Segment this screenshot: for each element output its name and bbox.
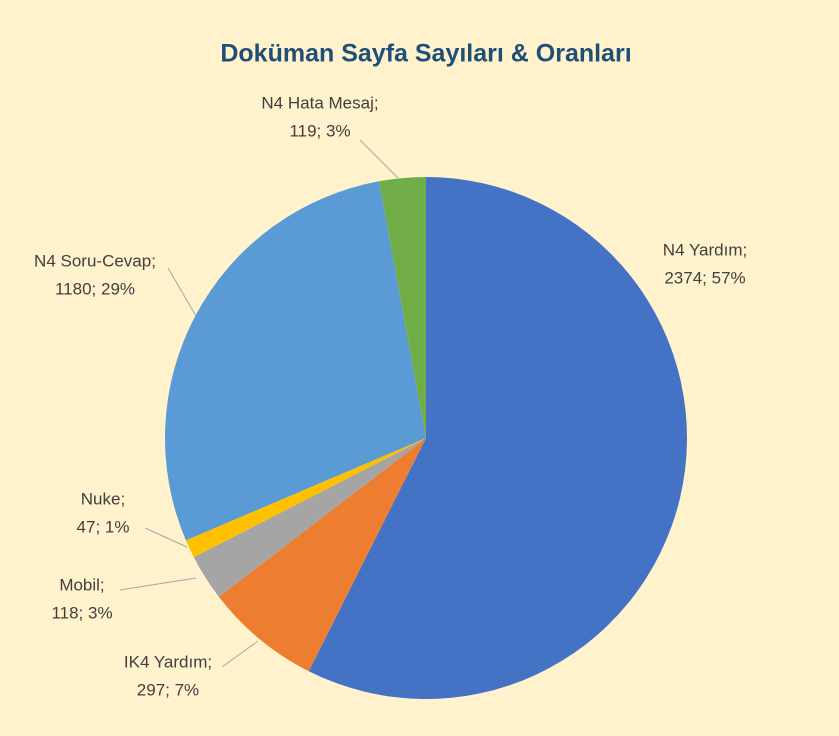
slice-label: N4 Soru-Cevap; — [34, 251, 156, 270]
data-label: 119; 3% — [289, 121, 350, 140]
leader-line — [221, 640, 259, 668]
data-label: 47; 1% — [77, 517, 130, 536]
pie-slice — [218, 438, 426, 672]
data-label: 1180; 29% — [55, 279, 135, 298]
data-label: 118; 3% — [51, 603, 112, 622]
slice-label: Nuke; — [81, 489, 125, 508]
pie-slice — [308, 177, 687, 699]
leader-line — [119, 577, 197, 591]
data-label: 297; 7% — [137, 680, 199, 699]
pie-slice — [379, 177, 426, 438]
pie-slice — [193, 438, 426, 597]
leader-line — [144, 527, 188, 548]
slice-label: Mobil; — [59, 575, 104, 594]
slice-label: IK4 Yardım; — [124, 652, 212, 671]
leader-line — [359, 139, 399, 179]
slice-label: N4 Yardım; — [663, 240, 747, 259]
data-label: 2374; 57% — [664, 268, 745, 287]
pie-slice — [185, 438, 426, 558]
slice-label: N4 Hata Mesaj; — [261, 93, 378, 112]
chart-title: Doküman Sayfa Sayıları & Oranları — [220, 40, 631, 68]
leader-line — [167, 267, 197, 317]
pie-slice — [165, 181, 427, 541]
